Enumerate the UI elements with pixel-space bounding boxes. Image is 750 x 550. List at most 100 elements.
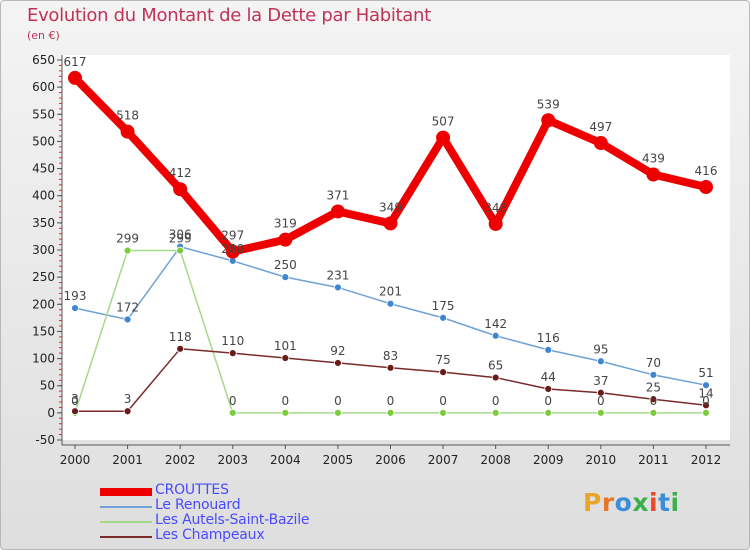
data-label: 172: [116, 300, 139, 314]
data-label: 0: [597, 394, 605, 408]
data-label: 371: [326, 188, 349, 202]
data-point: [334, 283, 342, 292]
data-label: 507: [432, 115, 455, 129]
data-point: [228, 408, 237, 417]
data-label: 0: [650, 394, 658, 408]
data-label: 518: [116, 109, 139, 123]
y-tick-label: 0: [47, 406, 55, 420]
legend-swatch: [100, 506, 152, 508]
data-point: [334, 359, 342, 367]
data-label: 416: [695, 164, 718, 178]
data-label: 0: [387, 394, 395, 408]
data-label: 3: [124, 392, 132, 406]
data-point: [596, 357, 605, 366]
data-point: [386, 408, 395, 417]
data-label: 497: [589, 120, 612, 134]
data-point: [544, 408, 553, 417]
data-label: 118: [169, 330, 192, 344]
data-label: 0: [334, 394, 342, 408]
legend-label: Les Champeaux: [155, 527, 265, 543]
data-point: [71, 407, 79, 416]
legend-label: CROUTTES: [155, 482, 229, 498]
data-point: [225, 244, 240, 259]
data-label: 0: [229, 394, 237, 408]
y-tick-label: 500: [32, 134, 55, 148]
data-point: [544, 385, 553, 393]
data-label: 297: [221, 229, 244, 243]
data-point: [544, 345, 553, 354]
data-label: 0: [439, 394, 447, 408]
data-label: 280: [221, 242, 244, 256]
data-point: [123, 407, 132, 416]
y-tick-label: 400: [32, 189, 55, 203]
x-tick-label: 2001: [112, 453, 143, 467]
data-point: [649, 395, 658, 404]
data-point: [173, 182, 188, 197]
data-label: 0: [282, 394, 290, 408]
x-tick-label: 2004: [270, 453, 301, 467]
data-point: [68, 70, 82, 85]
data-point: [439, 408, 447, 417]
data-point: [649, 408, 658, 417]
data-point: [123, 315, 132, 324]
x-tick-label: 2011: [638, 453, 669, 467]
unit-label: (en €): [27, 29, 60, 42]
data-point: [386, 363, 395, 372]
y-tick-label: -50: [35, 433, 55, 447]
data-point: [281, 408, 290, 417]
y-tick-label: 350: [32, 216, 55, 230]
data-point: [439, 313, 447, 322]
data-point: [702, 381, 710, 390]
data-label: 95: [593, 342, 608, 356]
y-tick-label: 650: [32, 53, 55, 67]
data-label: 0: [71, 394, 79, 408]
data-point: [699, 180, 713, 195]
data-point: [593, 136, 608, 151]
data-label: 348: [484, 201, 507, 215]
data-point: [228, 349, 237, 358]
data-label: 14: [698, 386, 713, 400]
data-label: 0: [702, 394, 710, 408]
legend-label: Le Renouard: [155, 497, 241, 513]
data-point: [278, 232, 293, 247]
logo-letter: i: [670, 488, 680, 517]
data-label: 412: [169, 166, 192, 180]
logo-letter: i: [649, 488, 659, 517]
logo-letter: t: [658, 488, 671, 517]
data-label: 0: [492, 394, 500, 408]
data-point: [123, 246, 132, 255]
data-point: [649, 370, 658, 379]
plot-area: [62, 55, 730, 440]
y-tick-label: 50: [40, 379, 55, 393]
data-label: 349: [379, 200, 402, 214]
x-tick-label: 2002: [165, 453, 196, 467]
legend-swatch: [100, 536, 152, 538]
data-point: [176, 344, 185, 353]
x-tick-label: 2000: [60, 453, 91, 467]
chart-title: Evolution du Montant de la Dette par Hab…: [27, 5, 431, 26]
logo-letter: x: [632, 488, 649, 517]
data-point: [702, 401, 710, 410]
data-point: [596, 388, 605, 397]
y-tick-label: 600: [32, 80, 55, 94]
data-point: [436, 130, 451, 145]
y-tick-label: 150: [32, 324, 55, 338]
data-point: [281, 354, 290, 362]
data-label: 539: [537, 97, 560, 111]
data-point: [176, 246, 185, 255]
data-label: 193: [64, 289, 87, 303]
y-tick-label: 450: [32, 162, 55, 176]
logo-letter: o: [614, 488, 633, 517]
data-point: [120, 124, 135, 139]
data-point: [491, 373, 500, 382]
legend-swatch: [100, 521, 152, 523]
x-tick-label: 2006: [375, 453, 406, 467]
logo-letter: P: [583, 488, 602, 517]
data-label: 116: [537, 331, 560, 345]
data-label: 83: [383, 349, 398, 363]
x-tick-label: 2012: [691, 453, 722, 467]
data-label: 617: [64, 55, 87, 69]
data-point: [488, 216, 503, 231]
data-point: [702, 408, 710, 417]
